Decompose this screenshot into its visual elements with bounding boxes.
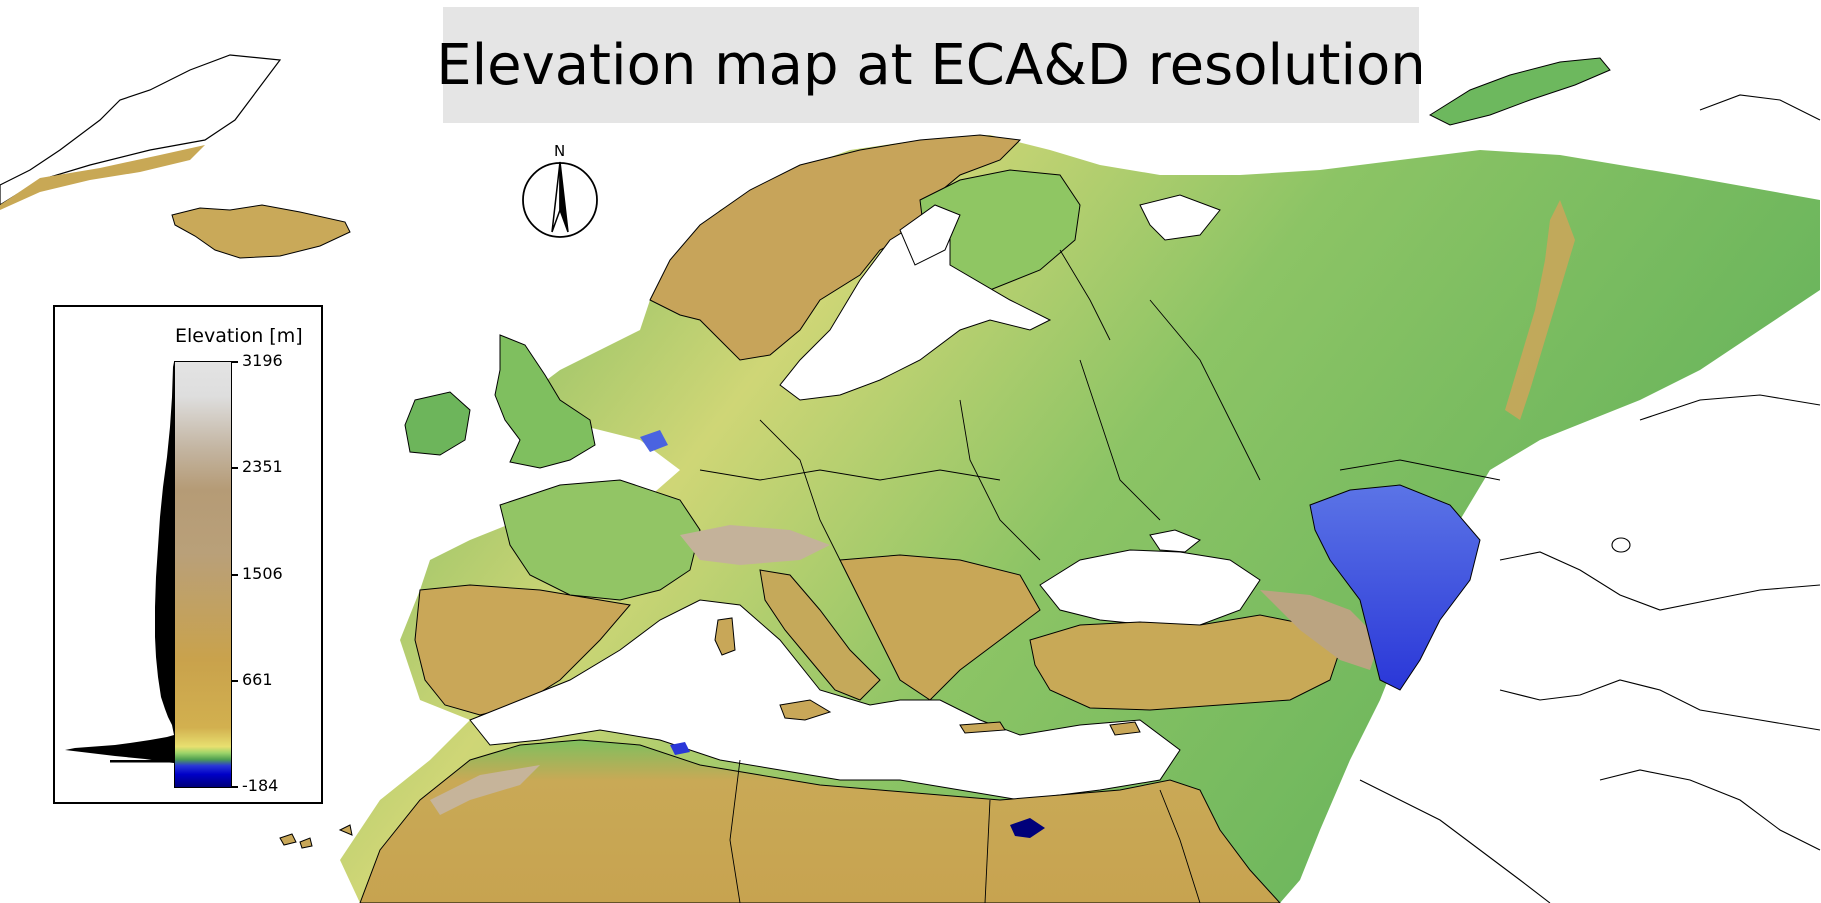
- caspian-depression: [1309, 484, 1481, 691]
- tick-mark: [232, 467, 238, 469]
- compass-north-label: N: [554, 142, 566, 160]
- central-asia-borders: [1359, 94, 1821, 903]
- north-arrow-icon: [522, 161, 598, 238]
- tick-label-min: -184: [242, 776, 279, 795]
- iberia: [414, 584, 631, 716]
- crete: [959, 721, 1006, 734]
- country-borders: [699, 249, 1501, 903]
- tick-mark: [232, 680, 238, 682]
- tick-label: 661: [242, 670, 273, 689]
- greenland: [0, 54, 282, 210]
- ireland: [404, 391, 471, 456]
- france: [499, 479, 701, 601]
- balkans: [839, 554, 1041, 701]
- elevation-histogram: [65, 362, 174, 763]
- atlas-mountains: [430, 765, 540, 815]
- map-title: Elevation map at ECA&D resolution: [436, 32, 1426, 98]
- sicily: [779, 699, 832, 721]
- caucasus: [1260, 590, 1380, 670]
- qattara-depression: [1010, 818, 1045, 838]
- white-sea: [1139, 194, 1221, 241]
- tick-mark: [232, 786, 238, 788]
- anatolia: [1029, 614, 1341, 711]
- tick-label-max: 3196: [242, 351, 283, 370]
- tick-label: 1506: [242, 564, 283, 583]
- sea-of-azov: [1149, 529, 1201, 553]
- ural-mountains: [1505, 200, 1575, 420]
- iceland: [171, 204, 351, 259]
- black-sea: [1039, 549, 1261, 626]
- elevation-legend: Elevation [m] 3196 2351 1506 661 -184: [53, 305, 323, 804]
- svalbard-coast: [1428, 57, 1611, 126]
- netherlands-lowland: [640, 430, 668, 452]
- north-africa: [359, 739, 1281, 903]
- chott-depression: [670, 742, 690, 755]
- tick-mark: [232, 574, 238, 576]
- italy: [759, 569, 881, 701]
- gulf-of-bothnia: [899, 204, 961, 266]
- canary-islands: [279, 824, 353, 849]
- tick-mark: [232, 361, 238, 363]
- cyprus: [1109, 721, 1141, 736]
- tick-label: 2351: [242, 457, 283, 476]
- mediterranean-sea: [469, 599, 1181, 801]
- great-britain: [494, 334, 596, 469]
- elevation-colorbar: [174, 361, 232, 788]
- alps: [680, 525, 830, 565]
- legend-title: Elevation [m]: [175, 325, 303, 347]
- sardinia: [714, 617, 736, 656]
- title-box: Elevation map at ECA&D resolution: [436, 7, 1426, 123]
